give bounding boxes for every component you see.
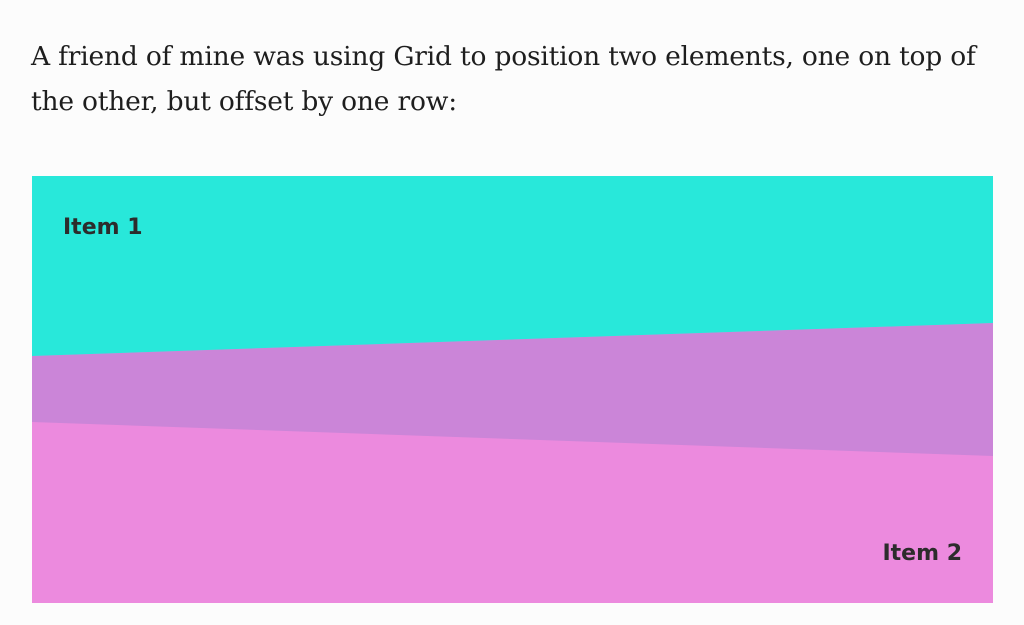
article-paragraph: A friend of mine was using Grid to posit… — [31, 41, 976, 117]
item-2-label: Item 2 — [882, 541, 962, 566]
overlap-region — [32, 323, 993, 456]
grid-overlap-demo: Item 1 Item 2 — [32, 176, 993, 603]
item-1-box — [32, 176, 993, 356]
demo-illustration — [32, 176, 993, 603]
item-1-label: Item 1 — [63, 215, 143, 240]
